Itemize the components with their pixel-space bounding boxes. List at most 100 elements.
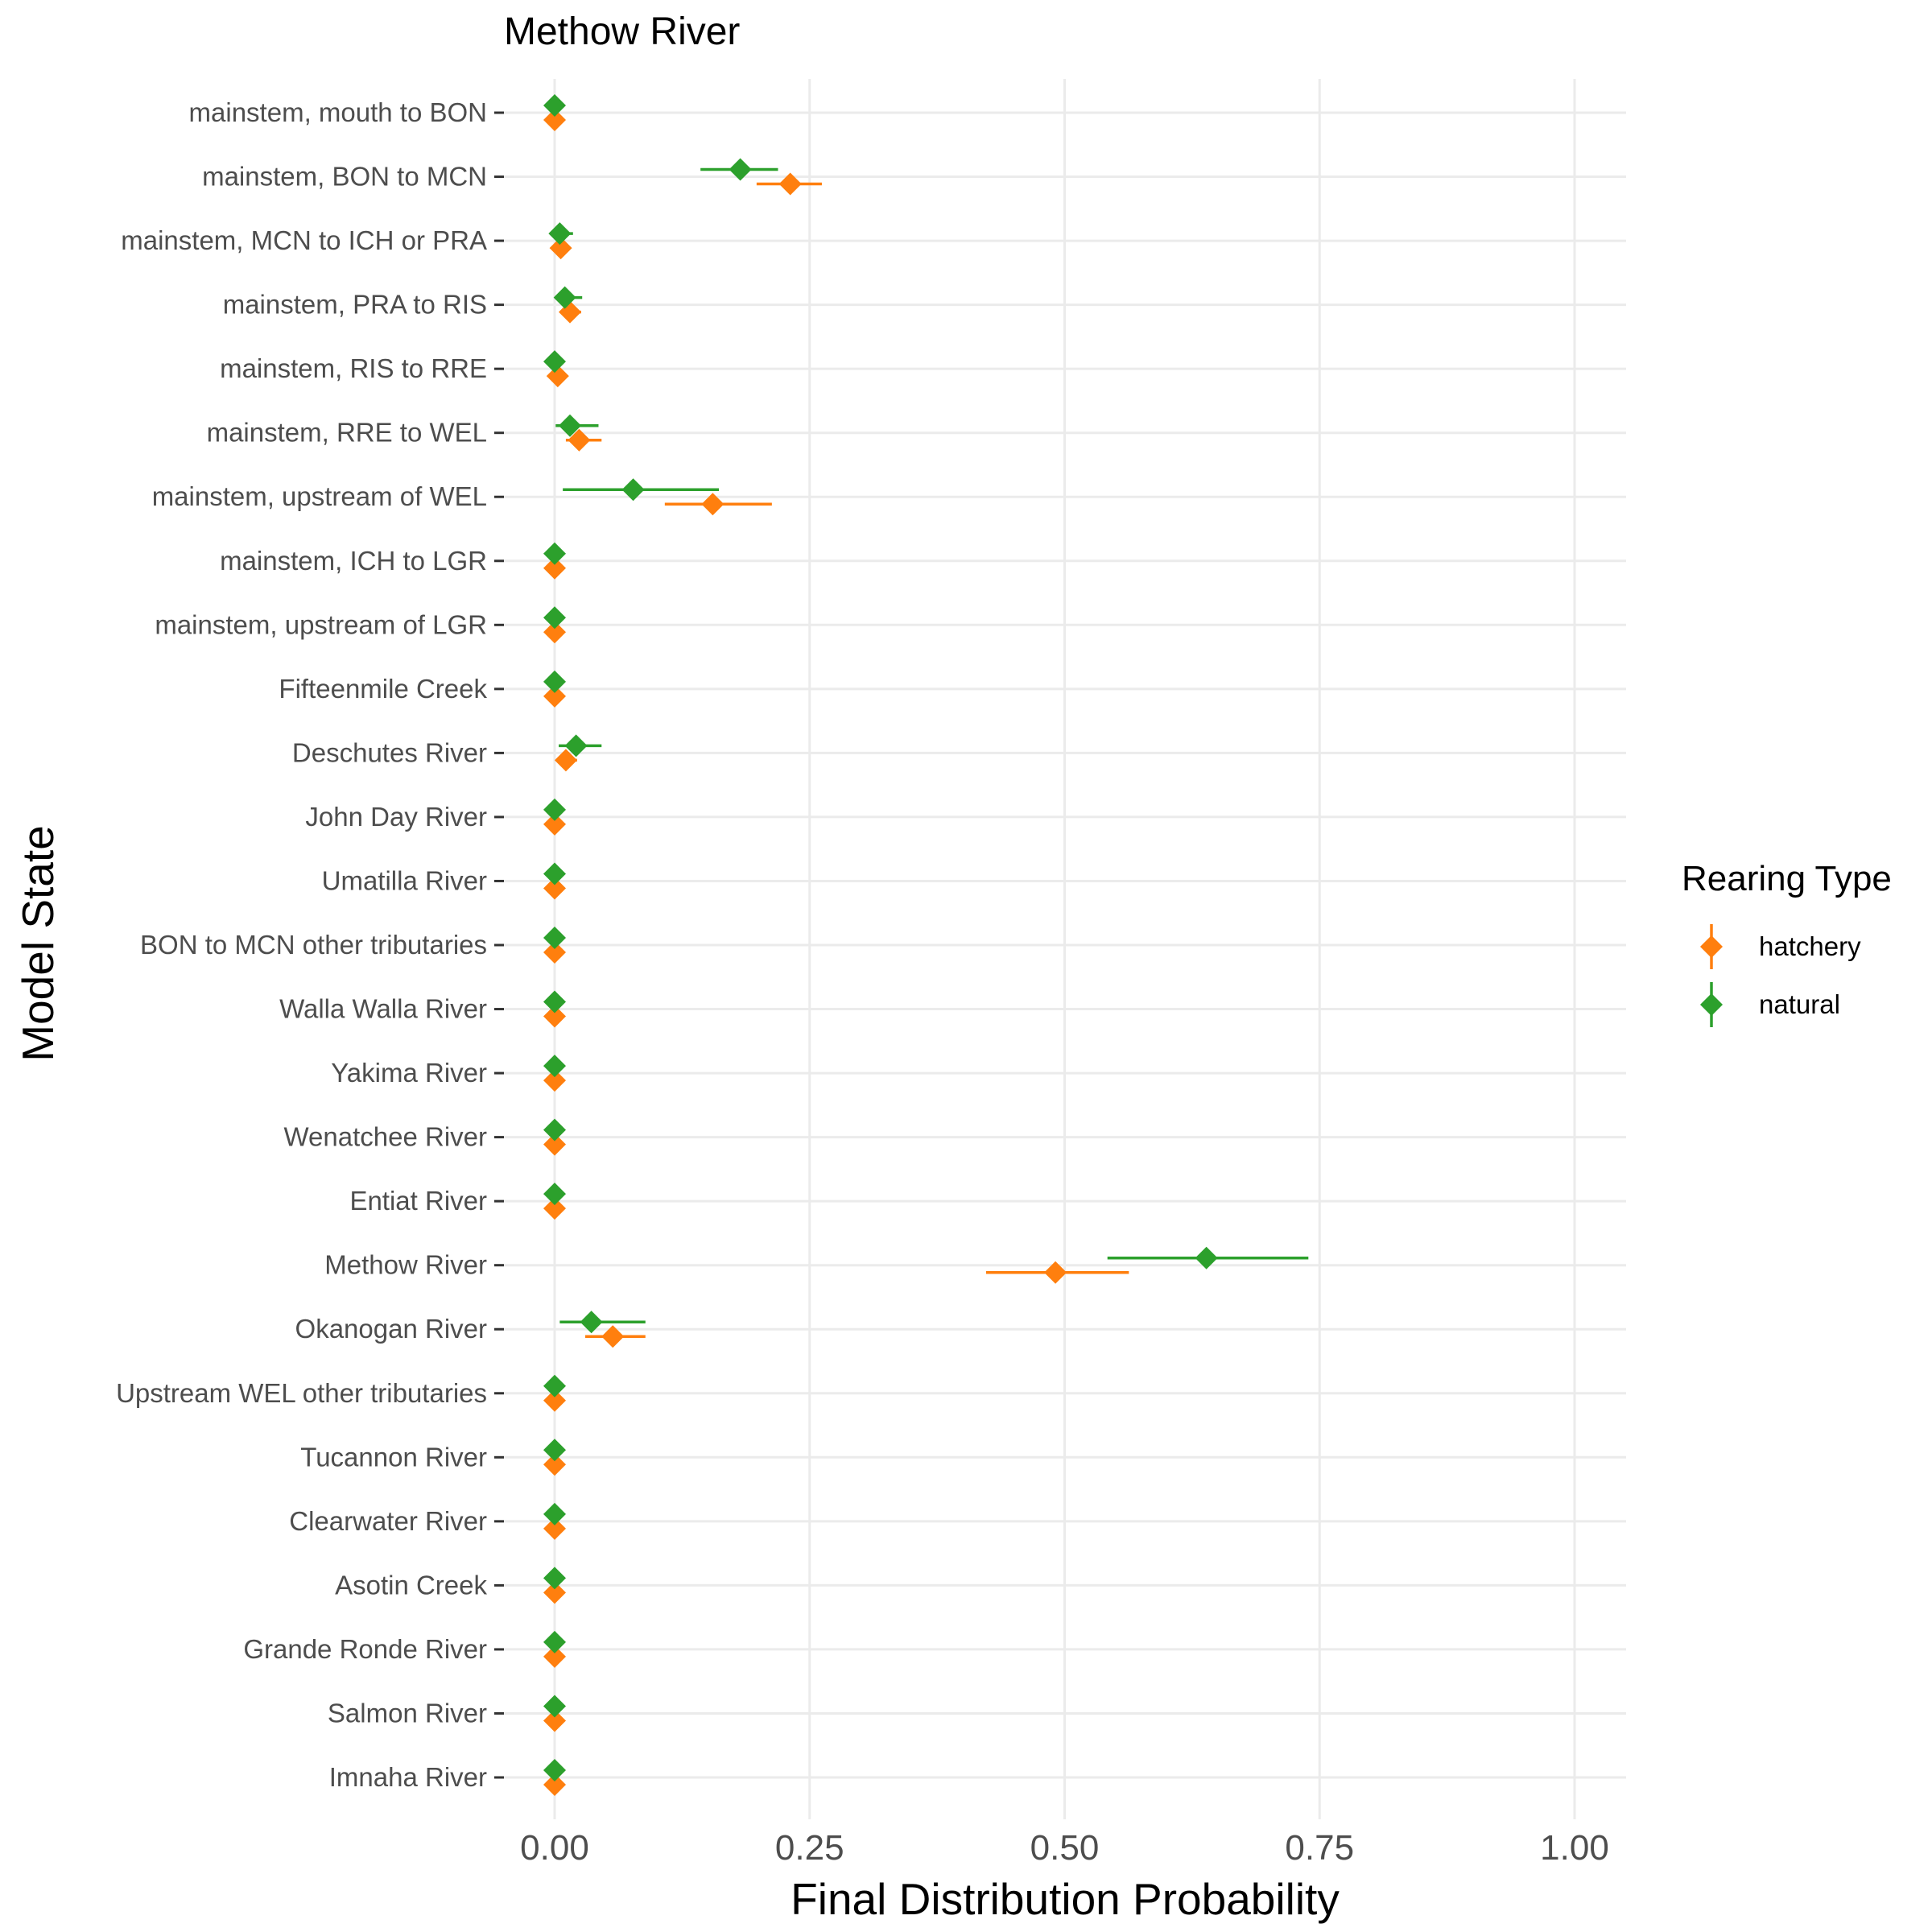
point-natural-bon-to-mcn-other-tributaries xyxy=(543,927,566,949)
point-natural-okanogan-river xyxy=(580,1311,603,1334)
x-tick-label: 1.00 xyxy=(1540,1828,1609,1868)
legend-key-diamond xyxy=(1700,993,1723,1016)
point-natural-upstream-wel-other-tributaries xyxy=(543,1374,566,1397)
x-tick-label: 0.50 xyxy=(1030,1828,1100,1868)
point-natural-yakima-river xyxy=(543,1055,566,1078)
series-hatchery xyxy=(543,109,1129,1796)
category-label-asotin-creek: Asotin Creek xyxy=(335,1570,487,1600)
point-hatchery-umatilla-river xyxy=(543,877,566,900)
point-hatchery-mainstem-mcn-to-ich-or-pra xyxy=(549,237,572,260)
category-label-methow-river: Methow River xyxy=(324,1250,487,1280)
x-axis-tick-labels: 0.00 0.25 0.50 0.75 1.00 xyxy=(520,1828,1609,1868)
category-label-mainstem-ich-to-lgr: mainstem, ICH to LGR xyxy=(220,546,487,576)
point-hatchery-bon-to-mcn-other-tributaries xyxy=(543,941,566,964)
category-label-okanogan-river: Okanogan River xyxy=(295,1314,487,1344)
point-hatchery-upstream-wel-other-tributaries xyxy=(543,1389,566,1412)
horizontal-gridlines xyxy=(504,111,1626,1779)
point-hatchery-entiat-river xyxy=(543,1197,566,1220)
point-natural-walla-walla-river xyxy=(543,990,566,1013)
point-hatchery-mainstem-mouth-to-bon xyxy=(543,109,566,131)
legend-title: Rearing Type xyxy=(1682,859,1892,898)
point-hatchery-imnaha-river xyxy=(543,1773,566,1796)
point-natural-mainstem-pra-to-ris xyxy=(553,286,576,309)
point-natural-umatilla-river xyxy=(543,862,566,886)
point-natural-clearwater-river xyxy=(543,1502,566,1525)
x-tick-label: 0.25 xyxy=(775,1828,844,1868)
point-hatchery-okanogan-river xyxy=(601,1325,625,1348)
point-hatchery-grande-ronde-river xyxy=(543,1645,566,1668)
point-natural-mainstem-mouth-to-bon xyxy=(543,94,566,117)
category-label-grande-ronde-river: Grande Ronde River xyxy=(243,1634,487,1664)
point-natural-entiat-river xyxy=(543,1183,566,1206)
chart-title: Methow River xyxy=(504,10,740,53)
category-label-salmon-river: Salmon River xyxy=(328,1698,487,1728)
category-label-clearwater-river: Clearwater River xyxy=(289,1506,487,1536)
point-hatchery-mainstem-upstream-of-wel xyxy=(701,493,724,516)
point-hatchery-mainstem-ich-to-lgr xyxy=(543,556,566,580)
point-hatchery-fifteenmile-creek xyxy=(543,684,566,708)
point-hatchery-mainstem-rre-to-wel xyxy=(568,428,591,452)
point-natural-mainstem-mcn-to-ich-or-pra xyxy=(548,222,572,246)
point-natural-john-day-river xyxy=(543,798,566,821)
point-natural-tucannon-river xyxy=(543,1439,566,1462)
category-label-mainstem-mouth-to-bon: mainstem, mouth to BON xyxy=(189,97,487,127)
category-label-tucannon-river: Tucannon River xyxy=(300,1442,487,1472)
category-label-john-day-river: John Day River xyxy=(305,802,487,832)
category-label-walla-walla-river: Walla Walla River xyxy=(279,994,487,1024)
x-tick-label: 0.75 xyxy=(1285,1828,1354,1868)
point-hatchery-methow-river xyxy=(1044,1261,1067,1284)
category-label-mainstem-pra-to-ris: mainstem, PRA to RIS xyxy=(223,290,487,320)
point-natural-asotin-creek xyxy=(543,1567,566,1590)
point-hatchery-clearwater-river xyxy=(543,1517,566,1540)
category-label-entiat-river: Entiat River xyxy=(349,1186,487,1216)
category-label-upstream-wel-other-tributaries: Upstream WEL other tributaries xyxy=(116,1378,487,1408)
category-label-mainstem-bon-to-mcn: mainstem, BON to MCN xyxy=(202,162,487,192)
legend-item-natural: natural xyxy=(1700,982,1840,1027)
legend-item-hatchery: hatchery xyxy=(1700,924,1861,969)
point-natural-mainstem-upstream-of-lgr xyxy=(543,606,566,630)
vertical-gridlines xyxy=(553,79,1576,1819)
x-axis-label: Final Distribution Probability xyxy=(791,1874,1340,1924)
category-label-umatilla-river: Umatilla River xyxy=(322,865,487,895)
point-hatchery-mainstem-upstream-of-lgr xyxy=(543,621,566,644)
category-label-mainstem-upstream-of-lgr: mainstem, upstream of LGR xyxy=(155,609,487,639)
point-hatchery-salmon-river xyxy=(543,1709,566,1732)
point-natural-wenatchee-river xyxy=(543,1118,566,1141)
point-hatchery-asotin-creek xyxy=(543,1581,566,1604)
point-natural-mainstem-rre-to-wel xyxy=(559,414,582,437)
y-axis-tick-labels: mainstem, mouth to BON mainstem, BON to M… xyxy=(116,97,504,1792)
point-natural-imnaha-river xyxy=(543,1759,566,1781)
point-hatchery-john-day-river xyxy=(543,812,566,836)
category-label-deschutes-river: Deschutes River xyxy=(292,737,487,767)
category-label-yakima-river: Yakima River xyxy=(331,1058,487,1088)
point-natural-methow-river xyxy=(1195,1246,1218,1269)
point-natural-mainstem-bon-to-mcn xyxy=(729,158,752,181)
category-label-mainstem-upstream-of-wel: mainstem, upstream of WEL xyxy=(152,481,487,511)
point-natural-deschutes-river xyxy=(564,734,588,758)
point-natural-mainstem-ris-to-rre xyxy=(543,350,566,374)
point-natural-mainstem-upstream-of-wel xyxy=(621,478,645,502)
legend-key-diamond xyxy=(1700,935,1723,958)
category-label-wenatchee-river: Wenatchee River xyxy=(283,1122,487,1152)
point-hatchery-wenatchee-river xyxy=(543,1133,566,1156)
legend: Rearing Type hatchery natural xyxy=(1682,859,1892,1027)
category-label-imnaha-river: Imnaha River xyxy=(329,1762,487,1792)
point-natural-fifteenmile-creek xyxy=(543,670,566,693)
point-natural-salmon-river xyxy=(543,1695,566,1718)
data-marks xyxy=(543,94,1309,1796)
point-natural-mainstem-ich-to-lgr xyxy=(543,542,566,565)
point-hatchery-walla-walla-river xyxy=(543,1005,566,1028)
category-label-fifteenmile-creek: Fifteenmile Creek xyxy=(279,674,487,704)
y-axis-label: Model State xyxy=(13,825,63,1062)
point-hatchery-deschutes-river xyxy=(554,749,577,772)
point-hatchery-tucannon-river xyxy=(543,1453,566,1476)
category-label-mainstem-rre-to-wel: mainstem, RRE to WEL xyxy=(207,418,487,448)
legend-label-natural: natural xyxy=(1759,989,1840,1019)
x-tick-label: 0.00 xyxy=(520,1828,589,1868)
point-hatchery-mainstem-ris-to-rre xyxy=(546,365,569,388)
legend-label-hatchery: hatchery xyxy=(1759,931,1861,961)
series-natural xyxy=(543,94,1309,1781)
category-label-mainstem-mcn-to-ich-or-pra: mainstem, MCN to ICH or PRA xyxy=(121,225,487,255)
category-label-mainstem-ris-to-rre: mainstem, RIS to RRE xyxy=(220,353,487,383)
